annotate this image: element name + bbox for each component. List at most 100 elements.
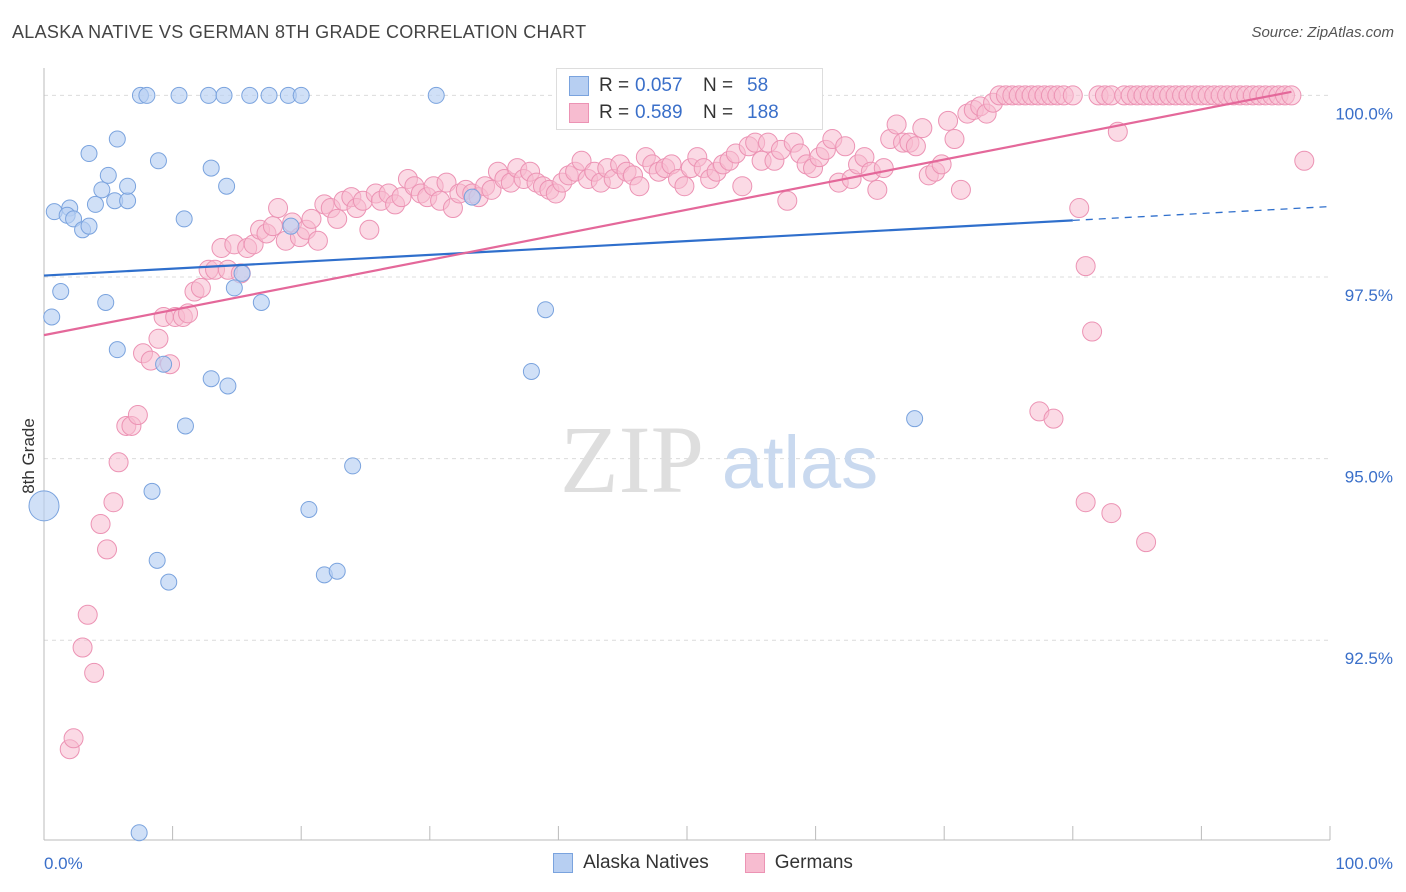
n-label: N = xyxy=(703,102,734,123)
trend-lines xyxy=(43,90,1331,337)
alaska-point xyxy=(537,301,555,319)
r-value: 0.057 xyxy=(635,75,683,96)
german-point xyxy=(1075,492,1096,513)
alaska-point xyxy=(119,177,137,195)
alaska-point xyxy=(200,86,218,104)
german-point xyxy=(72,637,93,658)
y-axis-label: 8th Grade xyxy=(19,418,38,494)
alaska-point xyxy=(108,341,126,359)
axes xyxy=(43,68,1331,841)
alaska-point xyxy=(175,210,193,228)
tick-labels: 100.0% 97.5% 95.0% 92.5% 0.0% 100.0% xyxy=(44,104,1393,873)
german-point xyxy=(629,176,650,197)
german-point xyxy=(777,190,798,211)
german-point xyxy=(1043,408,1064,429)
german-point xyxy=(84,662,105,683)
alaska-point xyxy=(463,188,481,206)
german-point xyxy=(1075,256,1096,277)
german-point xyxy=(1101,503,1122,524)
legend-label-alaska: Alaska Natives xyxy=(583,852,709,873)
alaska-point xyxy=(328,562,346,580)
alaska-point xyxy=(906,410,924,428)
german-point xyxy=(359,219,380,240)
alaska-point xyxy=(52,283,70,301)
watermark-zip: ZIP xyxy=(560,406,704,513)
german-point xyxy=(103,492,124,513)
german-point xyxy=(268,198,289,219)
alaska-swatch xyxy=(569,76,589,96)
y-tick-label: 97.5% xyxy=(1345,286,1393,305)
german-point xyxy=(63,728,84,749)
german-point xyxy=(148,328,169,349)
german-point xyxy=(481,179,502,200)
r-value: 0.589 xyxy=(635,102,683,123)
r-label: R = xyxy=(599,75,630,96)
german-point xyxy=(867,179,888,200)
german-point xyxy=(732,176,753,197)
alaska-point xyxy=(225,279,243,297)
german-point xyxy=(1069,198,1090,219)
alaska-point xyxy=(99,166,117,184)
alaska-point xyxy=(427,86,445,104)
german-point xyxy=(90,514,111,535)
alaska-point xyxy=(65,210,83,228)
alaska-point xyxy=(170,86,188,104)
german-point xyxy=(674,176,695,197)
alaska-point xyxy=(241,86,259,104)
alaska-point xyxy=(130,824,148,842)
german-point xyxy=(938,110,959,131)
german-point xyxy=(127,405,148,426)
watermark-atlas: atlas xyxy=(722,421,878,504)
legend-item-alaska[interactable]: Alaska Natives xyxy=(553,852,709,874)
german-point xyxy=(307,230,328,251)
alaska-trend-line xyxy=(43,219,1073,277)
german-point xyxy=(835,136,856,157)
german-point xyxy=(77,604,98,625)
german-point xyxy=(436,172,457,193)
alaska-point xyxy=(292,86,310,104)
alaska-point xyxy=(202,370,220,388)
x-tick-label: 0.0% xyxy=(44,854,83,873)
german-trend-line xyxy=(43,90,1292,337)
alaska-points xyxy=(28,86,924,842)
stats-row-alaska: R = 0.057 N = 58 xyxy=(569,73,768,99)
legend-item-german[interactable]: Germans xyxy=(744,852,853,874)
alaska-point xyxy=(522,362,540,380)
alaska-point xyxy=(176,417,194,435)
alaska-point xyxy=(43,308,61,326)
alaska-point xyxy=(138,86,156,104)
watermark: ZIP atlas xyxy=(560,406,878,513)
alaska-point xyxy=(119,192,137,210)
alaska-point xyxy=(219,377,237,395)
german-point xyxy=(391,187,412,208)
german-point xyxy=(1062,85,1083,106)
german-point xyxy=(944,129,965,150)
alaska-point xyxy=(93,181,111,199)
german-point xyxy=(950,179,971,200)
alaska-point xyxy=(97,293,115,311)
source-label: Source: ZipAtlas.com xyxy=(1251,24,1394,41)
german-point xyxy=(1082,321,1103,342)
alaska-point xyxy=(252,293,270,311)
n-label: N = xyxy=(703,75,734,96)
alaska-legend-swatch xyxy=(553,853,574,873)
german-point xyxy=(571,150,592,171)
n-value: 58 xyxy=(747,75,769,96)
german-point xyxy=(108,452,129,473)
german-point xyxy=(301,208,322,229)
german-swatch xyxy=(569,103,589,123)
german-point xyxy=(262,216,283,237)
alaska-point xyxy=(215,86,233,104)
alaska-point xyxy=(80,145,98,163)
german-point xyxy=(1136,532,1157,553)
alaska-point xyxy=(149,152,167,170)
legend-label-german: Germans xyxy=(774,852,853,873)
alaska-point xyxy=(28,490,60,522)
alaska-point xyxy=(218,177,236,195)
alaska-point xyxy=(202,159,220,177)
alaska-trend-extension xyxy=(1072,205,1331,222)
german-point xyxy=(190,277,211,298)
y-tick-label: 100.0% xyxy=(1335,104,1393,123)
y-tick-label: 92.5% xyxy=(1345,649,1393,668)
